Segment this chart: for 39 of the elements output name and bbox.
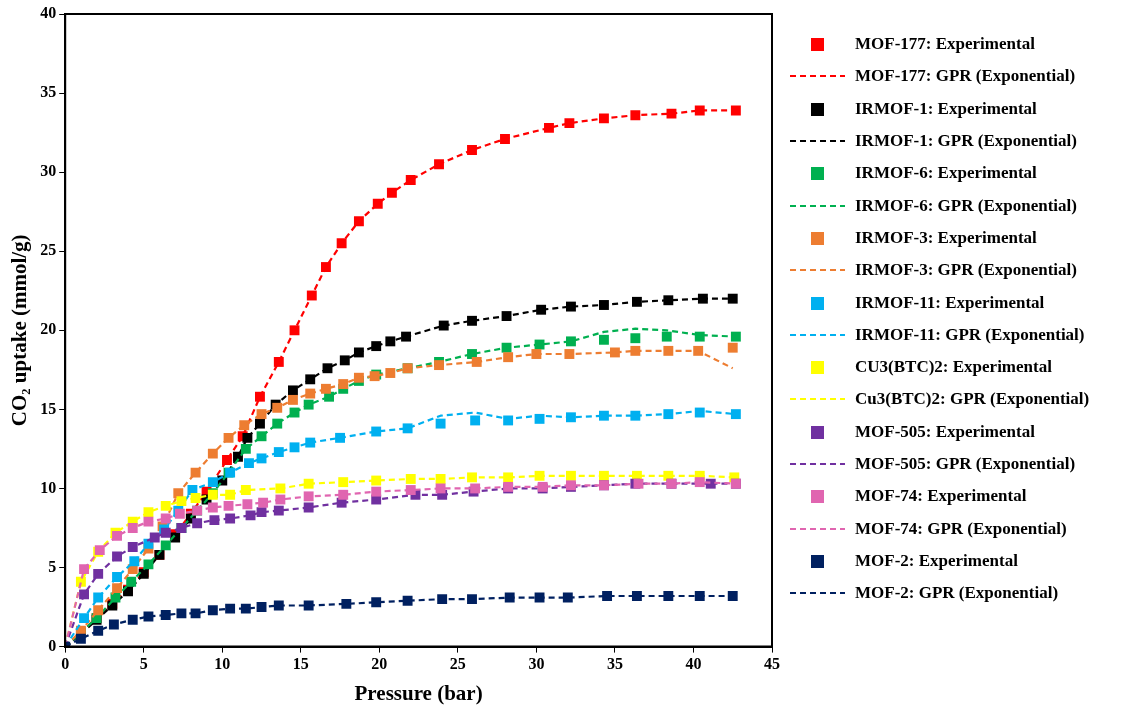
x-tick-label: 20 [371,655,388,673]
y-tick-label: 15 [40,399,57,417]
y-tick-label: 30 [40,162,57,180]
y-tick-label: 10 [40,478,57,496]
y-tick-label: 20 [40,320,57,338]
legend-label: IRMOF-11: Experimental [855,292,1045,313]
legend-label: MOF-74: GPR (Exponential) [855,518,1067,539]
x-tick-label: 10 [214,655,231,673]
legend-label: MOF-2: GPR (Exponential) [855,583,1059,604]
x-tick-label: 5 [139,655,148,673]
legend-label: MOF-177: GPR (Exponential) [855,66,1076,87]
x-tick-label: 0 [61,655,70,673]
x-axis-title: Pressure (bar) [354,680,483,705]
legend-label: CU3(BTC)2: Experimental [855,357,1052,378]
y-tick-label: 25 [40,241,57,259]
legend-label: MOF-177: Experimental [855,34,1035,55]
legend-label: IRMOF-1: GPR (Exponential) [855,131,1077,152]
x-tick-label: 25 [449,655,466,673]
x-tick-label: 35 [606,655,623,673]
legend-label: Cu3(BTC)2: GPR (Exponential) [855,389,1090,410]
x-tick-label: 45 [764,655,780,673]
y-tick-label: 5 [48,557,57,575]
y-tick-label: 0 [48,636,57,654]
y-tick-label: 40 [40,4,57,22]
legend-label: MOF-505: GPR (Exponential) [855,454,1076,474]
x-tick-label: 40 [685,655,702,673]
legend-label: IRMOF-3: GPR (Exponential) [855,260,1077,281]
x-tick-label: 30 [528,655,545,673]
y-axis-title: CO₂ uptake (mmol/g) [7,234,32,427]
legend-label: IRMOF-1: Experimental [855,98,1037,119]
legend-label: IRMOF-6: GPR (Exponential) [855,195,1077,216]
legend-label: MOF-2: Experimental [855,550,1018,571]
legend-label: IRMOF-6: Experimental [855,163,1037,184]
legend-label: MOF-505: Experimental [855,421,1035,442]
y-tick-label: 35 [40,83,57,101]
x-tick-label: 15 [292,655,309,673]
legend-label: MOF-74: Experimental [855,486,1027,507]
legend-label: IRMOF-3: Experimental [855,227,1037,248]
legend-label: IRMOF-11: GPR (Exponential) [855,324,1085,345]
